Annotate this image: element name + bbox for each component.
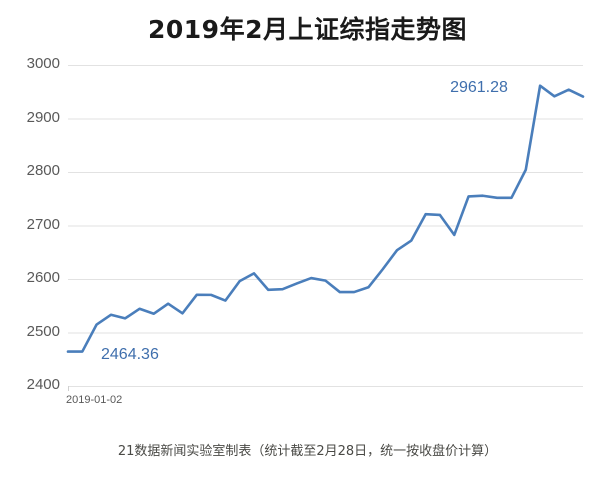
y-axis-tick-label: 2400 (26, 376, 60, 393)
chart-footnote: 21数据新闻实验室制表（统计截至2月28日，统一按收盘价计算） (117, 444, 498, 459)
y-axis-tick-label: 2600 (26, 269, 60, 286)
y-axis-tick-label: 2500 (26, 322, 60, 340)
x-axis-tick-label: 2019-01-02 (66, 394, 123, 406)
y-axis-tick-label: 2700 (26, 215, 60, 233)
index-line-series (66, 84, 585, 353)
y-axis-tick-label: 2900 (26, 108, 60, 126)
chart-title: 2019年2月上证综指走势图 (148, 15, 467, 44)
gridlines (68, 65, 583, 387)
data-point-annotation: 2961.28 (450, 78, 508, 96)
y-axis-tick-label: 3000 (26, 55, 60, 72)
y-axis-tick-label: 2800 (26, 162, 60, 179)
data-point-annotation: 2464.36 (101, 345, 159, 363)
